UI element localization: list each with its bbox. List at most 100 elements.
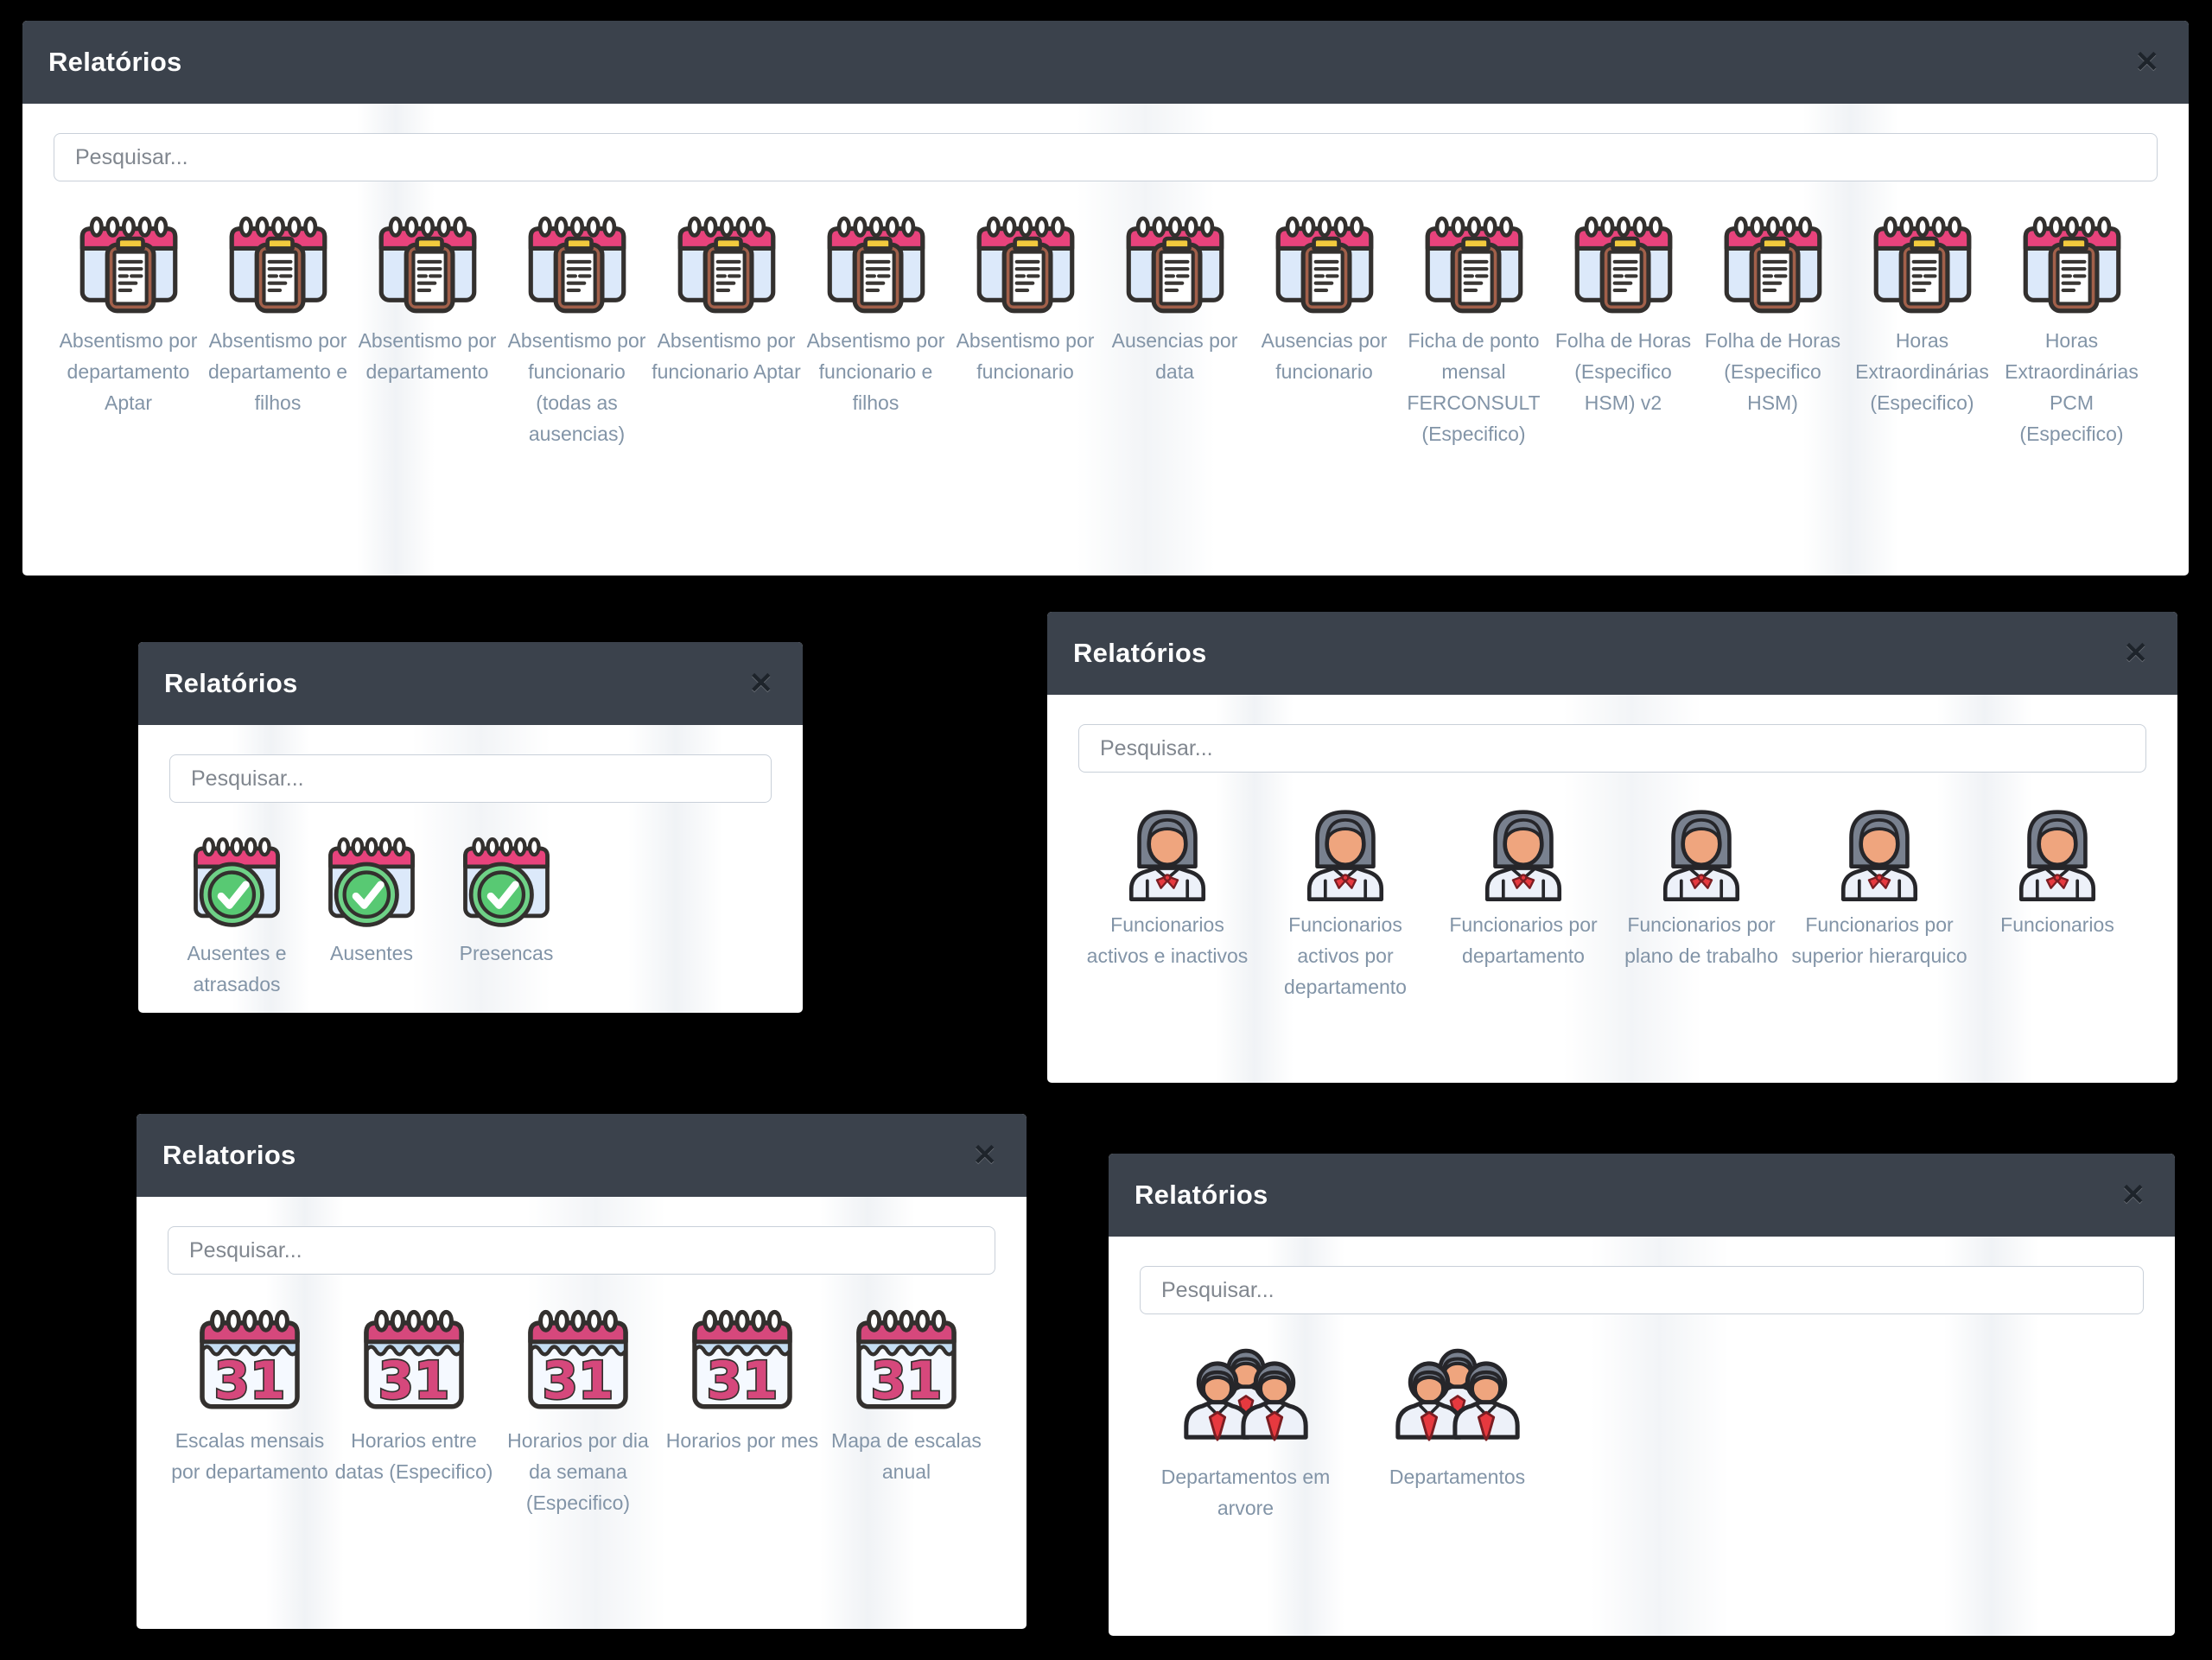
report-item[interactable]: Absentismo por funcionario bbox=[950, 211, 1100, 387]
modal-title: Relatórios bbox=[1073, 638, 1207, 668]
report-grid: Funcionarios activos e inactivos Funciona… bbox=[1078, 802, 2146, 1002]
search-input[interactable] bbox=[1140, 1266, 2144, 1314]
close-button[interactable]: ✕ bbox=[2132, 48, 2164, 77]
reports-modal-departments: Relatórios ✕ Departamentos em arvoreDepa… bbox=[1109, 1154, 2175, 1636]
report-item[interactable]: Absentismo por departamento e filhos bbox=[203, 211, 353, 418]
search-input[interactable] bbox=[168, 1226, 995, 1275]
report-icon bbox=[224, 211, 333, 318]
report-item[interactable]: Mapa de escalas anual bbox=[824, 1304, 988, 1487]
report-item[interactable]: Ausencias por data bbox=[1100, 211, 1249, 387]
report-item[interactable]: Funcionarios por superior hierarquico bbox=[1790, 802, 1968, 971]
report-icon bbox=[1420, 211, 1529, 318]
report-item-label: Absentismo por funcionario e filhos bbox=[806, 329, 945, 414]
modal-header: Relatórios ✕ bbox=[1047, 612, 2177, 695]
attendance-icon bbox=[187, 832, 287, 931]
report-item[interactable]: Horarios por mes bbox=[660, 1304, 824, 1456]
report-icon bbox=[1569, 211, 1678, 318]
report-icon bbox=[672, 211, 781, 318]
report-item[interactable]: Funcionarios por departamento bbox=[1434, 802, 1612, 971]
close-icon: ✕ bbox=[2134, 46, 2160, 79]
report-item[interactable]: Absentismo por departamento Aptar bbox=[54, 211, 203, 418]
report-item[interactable]: Horarios entre datas (Especifico) bbox=[332, 1304, 496, 1487]
report-item[interactable]: Departamentos bbox=[1351, 1344, 1563, 1492]
report-item[interactable]: Departamentos em arvore bbox=[1140, 1344, 1351, 1523]
close-button[interactable]: ✕ bbox=[969, 1141, 1001, 1170]
report-item-label: Horarios por dia da semana (Especifico) bbox=[507, 1429, 649, 1514]
report-item-label: Absentismo por departamento Aptar bbox=[59, 329, 198, 414]
report-item-label: Departamentos bbox=[1389, 1466, 1526, 1488]
report-item[interactable]: Funcionarios activos por departamento bbox=[1256, 802, 1434, 1002]
report-item[interactable]: Funcionarios bbox=[1968, 802, 2146, 940]
reports-modal-schedules: Relatorios ✕ Escalas mensais por departa… bbox=[137, 1114, 1027, 1629]
report-item[interactable]: Escalas mensais por departamento bbox=[168, 1304, 332, 1487]
attendance-icon bbox=[456, 832, 556, 931]
attendance-icon bbox=[321, 832, 422, 931]
report-item-label: Funcionarios activos por departamento bbox=[1284, 913, 1407, 998]
report-item-label: Absentismo por funcionario bbox=[956, 329, 1095, 383]
close-button[interactable]: ✕ bbox=[2120, 639, 2152, 668]
report-item-label: Funcionarios activos e inactivos bbox=[1086, 913, 1249, 967]
report-item-label: Funcionarios por superior hierarquico bbox=[1791, 913, 1967, 967]
report-item-label: Ficha de ponto mensal FERCONSULT (Especi… bbox=[1407, 329, 1541, 445]
report-item-label: Folha de Horas (Especifico HSM) v2 bbox=[1554, 329, 1692, 414]
report-item[interactable]: Ausentes e atrasados bbox=[169, 832, 304, 1000]
report-item[interactable]: Horas Extraordinárias PCM (Especifico) bbox=[1997, 211, 2146, 449]
modal-body: Escalas mensais por departamentoHorarios… bbox=[137, 1197, 1027, 1629]
report-item-label: Ausentes e atrasados bbox=[187, 942, 287, 995]
report-item[interactable]: Ausencias por funcionario bbox=[1249, 211, 1399, 387]
schedule-icon bbox=[685, 1304, 799, 1418]
reports-modal-absences: Relatórios ✕ Absentismo por departamento… bbox=[22, 21, 2189, 576]
report-item[interactable]: Ausentes bbox=[304, 832, 439, 969]
close-icon: ✕ bbox=[2123, 637, 2149, 670]
report-item[interactable]: Folha de Horas (Especifico HSM) bbox=[1698, 211, 1847, 418]
reports-modal-attendance: Relatórios ✕ Ausentes e atrasadosAusente… bbox=[138, 642, 803, 1013]
report-grid: Escalas mensais por departamento Horarios… bbox=[168, 1304, 995, 1518]
search-input[interactable] bbox=[1078, 724, 2146, 773]
report-item[interactable]: Horas Extraordinárias (Especifico) bbox=[1847, 211, 1997, 418]
report-item-label: Ausencias por funcionario bbox=[1261, 329, 1388, 383]
report-item[interactable]: Funcionarios activos e inactivos bbox=[1078, 802, 1256, 971]
employee-icon bbox=[1301, 802, 1389, 902]
report-item-label: Departamentos em arvore bbox=[1160, 1466, 1331, 1519]
close-icon: ✕ bbox=[2120, 1179, 2146, 1212]
close-button[interactable]: ✕ bbox=[746, 669, 778, 698]
report-item[interactable]: Absentismo por funcionario e filhos bbox=[801, 211, 950, 418]
schedule-icon bbox=[357, 1304, 471, 1418]
report-item[interactable]: Folha de Horas (Especifico HSM) v2 bbox=[1548, 211, 1698, 418]
close-button[interactable]: ✕ bbox=[2118, 1180, 2150, 1210]
report-item[interactable]: Absentismo por funcionario Aptar bbox=[652, 211, 801, 387]
modal-header: Relatorios ✕ bbox=[137, 1114, 1027, 1197]
employee-icon bbox=[1123, 802, 1211, 902]
report-item-label: Absentismo por departamento bbox=[358, 329, 497, 383]
report-item[interactable]: Funcionarios por plano de trabalho bbox=[1612, 802, 1790, 971]
report-item-label: Funcionarios bbox=[2000, 913, 2114, 936]
report-item-label: Ausencias por data bbox=[1111, 329, 1238, 383]
report-item[interactable]: Absentismo por funcionario (todas as aus… bbox=[502, 211, 652, 449]
report-item-label: Funcionarios por departamento bbox=[1449, 913, 1598, 967]
search-input[interactable] bbox=[169, 754, 772, 803]
report-icon bbox=[1868, 211, 1977, 318]
department-icon bbox=[1395, 1344, 1521, 1454]
report-grid: Absentismo por departamento Aptar Absenti… bbox=[54, 211, 2158, 449]
modal-body: Departamentos em arvore Departamentos bbox=[1109, 1237, 2175, 1636]
close-icon: ✕ bbox=[748, 667, 774, 700]
report-item-label: Folha de Horas (Especifico HSM) bbox=[1704, 329, 1841, 414]
report-item[interactable]: Horarios por dia da semana (Especifico) bbox=[496, 1304, 660, 1518]
report-item-label: Presencas bbox=[459, 942, 554, 964]
search-input[interactable] bbox=[54, 133, 2158, 181]
report-icon bbox=[523, 211, 632, 318]
modal-header: Relatórios ✕ bbox=[1109, 1154, 2175, 1237]
modal-body: Absentismo por departamento AptarAbsenti… bbox=[22, 104, 2189, 576]
modal-body: Ausentes e atrasados Ausentes Presencas bbox=[138, 725, 803, 1013]
report-item-label: Horas Extraordinárias (Especifico) bbox=[1855, 329, 1989, 414]
report-icon bbox=[971, 211, 1080, 318]
modal-header: Relatórios ✕ bbox=[138, 642, 803, 725]
report-item[interactable]: Ficha de ponto mensal FERCONSULT (Especi… bbox=[1399, 211, 1548, 449]
report-item-label: Funcionarios por plano de trabalho bbox=[1624, 913, 1778, 967]
report-icon bbox=[822, 211, 931, 318]
report-item[interactable]: Presencas bbox=[439, 832, 574, 969]
report-item[interactable]: Absentismo por departamento bbox=[353, 211, 502, 387]
schedule-icon bbox=[521, 1304, 635, 1418]
employee-icon bbox=[1479, 802, 1567, 902]
